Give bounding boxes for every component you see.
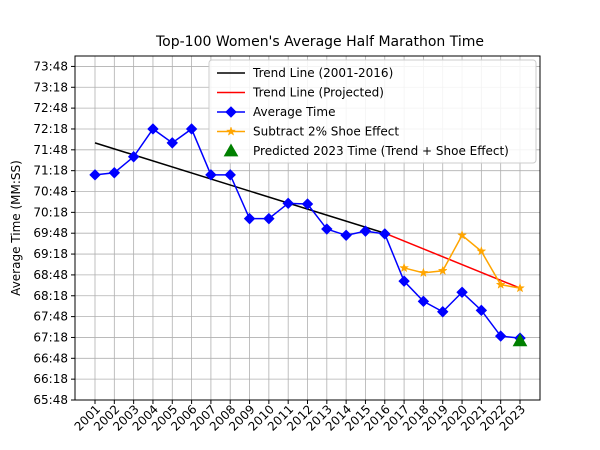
data-point (379, 228, 391, 240)
data-point (399, 262, 410, 273)
data-point (301, 198, 314, 210)
data-point (185, 123, 198, 135)
data-point (89, 169, 101, 181)
data-point (457, 230, 468, 240)
y-tick-label: 67:18 (33, 330, 68, 344)
series-3 (399, 230, 526, 293)
legend: Trend Line (2001-2016) Trend Line (Projec… (208, 59, 537, 164)
y-axis-ticks: 65:48 66:18 66:48 67:18 67:48 68:18 68:48 69:18… (33, 59, 75, 407)
data-point (475, 304, 488, 317)
y-tick-label: 71:18 (33, 164, 68, 178)
legend-label: Subtract 2% Shoe Effect (253, 125, 399, 139)
y-tick-label: 73:18 (33, 80, 68, 94)
y-tick-label: 69:18 (33, 247, 68, 261)
chart-title: Top-100 Women's Average Half Marathon Ti… (155, 34, 484, 50)
y-axis-label: Average Time (MM:SS) (9, 160, 23, 296)
legend-item: Trend Line (Projected) (217, 86, 384, 100)
data-point (437, 306, 449, 318)
data-point (437, 265, 448, 275)
data-point (263, 212, 275, 225)
data-point (495, 279, 506, 289)
data-point (147, 123, 159, 135)
data-point (224, 169, 236, 181)
y-tick-label: 67:48 (33, 310, 68, 324)
legend-swatch-marker (223, 143, 239, 157)
y-tick-label: 71:48 (33, 143, 68, 157)
grid (75, 56, 540, 401)
data-point (514, 282, 526, 293)
data-point (166, 137, 178, 149)
y-tick-label: 73:48 (33, 59, 68, 73)
data-point (205, 169, 217, 181)
legend-item: Predicted 2023 Time (Trend + Shoe Effect… (223, 143, 509, 158)
data-point (476, 246, 487, 256)
data-point (398, 275, 410, 287)
legend-item: Average Time (217, 105, 335, 119)
y-tick-label: 72:48 (33, 101, 68, 115)
y-tick-label: 68:48 (33, 268, 68, 282)
legend-label: Trend Line (2001-2016) (252, 66, 393, 80)
data-point (418, 267, 429, 278)
data-point (108, 167, 121, 179)
plot-series (89, 123, 528, 347)
data-point (243, 212, 256, 225)
series-0 (94, 142, 385, 234)
y-tick-label: 68:18 (33, 289, 68, 303)
series-2 (89, 123, 526, 344)
data-point (359, 225, 372, 237)
legend-box (208, 59, 537, 164)
data-point (417, 295, 430, 308)
y-tick-label: 72:18 (33, 122, 68, 136)
data-point (456, 286, 468, 298)
y-tick-label: 70:18 (33, 205, 68, 219)
data-point (512, 333, 528, 347)
y-tick-label: 70:48 (33, 185, 68, 199)
data-point (494, 330, 507, 342)
legend-swatch-marker (225, 106, 237, 118)
y-tick-label: 66:48 (33, 351, 68, 365)
legend-item: Trend Line (2001-2016) (217, 66, 393, 80)
y-tick-label: 65:48 (33, 393, 68, 407)
legend-label: Trend Line (Projected) (252, 86, 384, 100)
legend-swatch-marker (225, 126, 237, 136)
legend-item: Subtract 2% Shoe Effect (217, 125, 399, 139)
series-4 (512, 333, 528, 347)
y-tick-label: 66:18 (33, 372, 68, 386)
y-tick-label: 69:48 (33, 226, 68, 240)
data-point (127, 151, 140, 163)
data-point (282, 197, 294, 210)
data-point (340, 229, 352, 242)
series-line (94, 142, 385, 234)
data-point (321, 223, 333, 235)
legend-label: Predicted 2023 Time (Trend + Shoe Effect… (253, 144, 509, 158)
legend-label: Average Time (253, 105, 335, 119)
